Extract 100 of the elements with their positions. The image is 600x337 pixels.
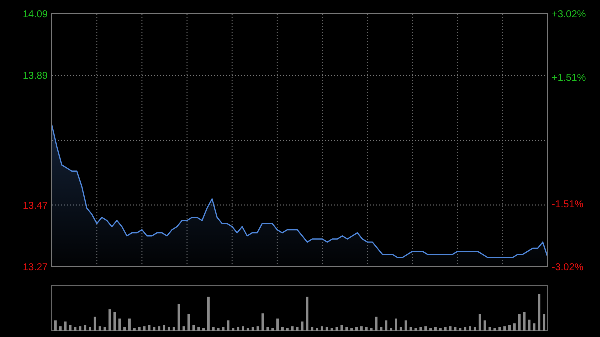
bar xyxy=(143,326,146,331)
bar xyxy=(124,327,126,331)
bar xyxy=(84,325,87,331)
bar xyxy=(533,324,536,331)
bar xyxy=(153,327,156,331)
bar xyxy=(498,327,502,331)
bar xyxy=(202,328,205,331)
bar xyxy=(306,296,309,331)
bar xyxy=(518,314,521,331)
bar xyxy=(513,324,516,331)
bar xyxy=(523,312,526,331)
y2-tick-label: +1.51% xyxy=(552,72,586,84)
bar xyxy=(59,326,62,331)
bar xyxy=(410,327,412,331)
bar xyxy=(301,322,304,331)
bar xyxy=(484,320,486,331)
bar xyxy=(454,327,457,331)
bar xyxy=(133,328,136,331)
bar xyxy=(246,328,250,331)
bar xyxy=(79,326,82,331)
bar xyxy=(158,326,161,331)
y-tick-label: 14.09 xyxy=(22,10,48,20)
bar xyxy=(252,327,254,331)
bar xyxy=(346,327,348,331)
bar xyxy=(98,326,102,331)
bar xyxy=(128,318,131,331)
bar xyxy=(320,326,324,331)
bar xyxy=(311,327,314,331)
bar xyxy=(207,296,210,331)
bar xyxy=(360,326,363,331)
bar xyxy=(469,326,472,331)
bar xyxy=(543,314,546,331)
bar xyxy=(237,327,240,331)
bar xyxy=(178,304,180,331)
bar xyxy=(370,328,373,331)
bar xyxy=(266,327,270,331)
bar xyxy=(94,316,96,331)
bar xyxy=(459,328,462,331)
bar xyxy=(395,318,398,331)
bar xyxy=(148,325,151,331)
bar xyxy=(330,328,334,331)
bar xyxy=(168,327,170,331)
bar xyxy=(380,327,383,331)
bar xyxy=(227,320,230,331)
bar xyxy=(424,326,428,331)
bar xyxy=(439,328,442,331)
bar xyxy=(114,312,116,331)
bar xyxy=(172,327,176,331)
bar xyxy=(449,326,452,331)
bar xyxy=(138,327,141,331)
bar xyxy=(296,327,299,331)
bar xyxy=(478,314,482,331)
bar xyxy=(232,328,235,331)
bar xyxy=(504,326,506,331)
bar xyxy=(64,322,67,331)
bar xyxy=(74,327,77,331)
bar xyxy=(508,325,511,331)
bar xyxy=(272,328,274,331)
bar xyxy=(326,327,328,331)
bar xyxy=(464,327,467,331)
bar xyxy=(340,325,344,331)
bar xyxy=(212,327,215,331)
bar xyxy=(430,328,432,331)
bar xyxy=(494,328,496,331)
y2-tick-label: -3.02% xyxy=(552,262,584,274)
bar xyxy=(54,320,57,331)
bar xyxy=(217,328,220,331)
bar xyxy=(404,320,408,331)
bar xyxy=(192,325,196,331)
bar xyxy=(350,328,354,331)
bar xyxy=(291,326,294,331)
bar xyxy=(356,327,358,331)
bar xyxy=(400,327,402,331)
y2-tick-label: -1.51% xyxy=(552,199,584,210)
bar xyxy=(163,325,166,331)
bar xyxy=(198,327,200,331)
bar xyxy=(286,328,289,331)
y-tick-label: 13.89 xyxy=(22,71,48,82)
bar xyxy=(89,327,92,331)
bar xyxy=(474,327,476,331)
bar xyxy=(444,327,447,331)
bar xyxy=(276,318,280,331)
y2-tick-label: +3.02% xyxy=(552,10,586,20)
bar xyxy=(242,326,244,331)
bar xyxy=(316,328,319,331)
bar xyxy=(281,327,284,331)
bar xyxy=(365,327,368,331)
bar xyxy=(118,318,122,331)
bar xyxy=(256,326,260,331)
bar xyxy=(538,294,541,331)
y-tick-label: 13.47 xyxy=(22,200,48,212)
bar xyxy=(390,328,393,331)
bar xyxy=(414,328,418,331)
y-tick-label: 13.27 xyxy=(22,262,48,274)
bar xyxy=(434,327,437,331)
bar xyxy=(188,314,190,331)
bar xyxy=(104,327,106,331)
bar xyxy=(182,326,186,331)
bar xyxy=(385,320,388,331)
bar xyxy=(420,327,422,331)
